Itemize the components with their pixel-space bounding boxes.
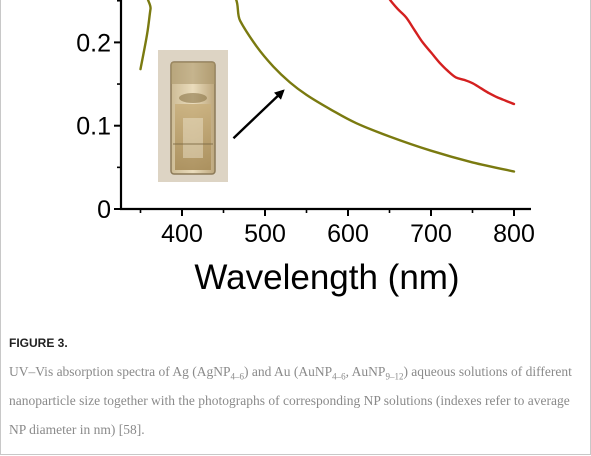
series-layer [139, 0, 516, 173]
y-tick-label: 0.1 [76, 113, 111, 141]
chart: 400 500 600 700 800 0 0.1 0.2 Wavelength (nm) [76, 0, 535, 297]
caption-text: ) and Au (AuNP [244, 364, 333, 379]
figure-label: FIGURE 3. [9, 336, 68, 350]
caption-text: UV–Vis absorption spectra of Ag (AgNP [9, 364, 231, 379]
caption-subscript: 4–6 [332, 371, 346, 382]
annotations [232, 89, 285, 140]
y-tick-label: 0.2 [76, 29, 111, 57]
x-tick-label: 500 [244, 220, 286, 248]
x-tick-label: 700 [410, 220, 452, 248]
series-line-2 [388, 0, 516, 106]
caption-text: ) aqueous solutions of different nanopar… [9, 364, 572, 437]
x-tick-label: 800 [493, 220, 535, 248]
series-line-1 [139, 0, 516, 173]
caption-text: . [141, 422, 145, 437]
caption-text: , AuNP [345, 364, 386, 379]
annotation-arrow [232, 89, 285, 140]
x-axis-title: Wavelength (nm) [194, 258, 459, 297]
caption-subscript: 4–6 [230, 371, 245, 382]
inset-photo [158, 50, 228, 182]
x-tick-label: 400 [161, 220, 203, 248]
reference-link[interactable]: [58] [118, 422, 142, 437]
axes: 400 500 600 700 800 0 0.1 0.2 [76, 0, 535, 248]
caption-subscript: 9–12 [385, 371, 404, 382]
figure-caption: UV–Vis absorption spectra of Ag (AgNP4–6… [9, 357, 584, 444]
x-tick-label: 600 [327, 220, 369, 248]
y-tick-label: 0 [97, 196, 111, 224]
